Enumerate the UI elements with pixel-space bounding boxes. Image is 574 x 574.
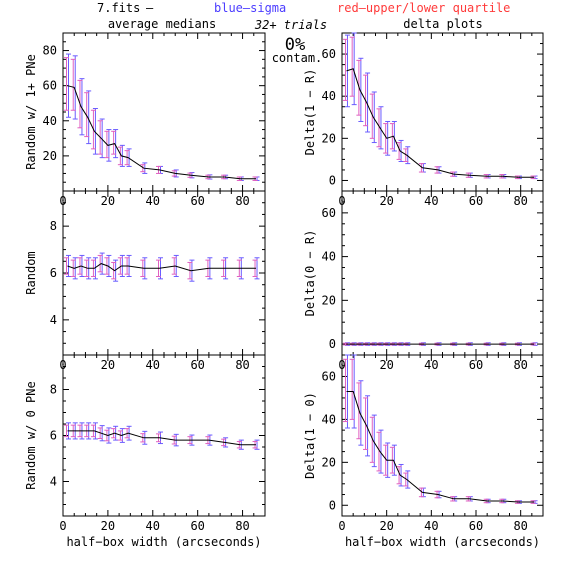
y-axis-label: Delta(1 − 0) (303, 392, 317, 479)
y-tick-label: 60 (43, 79, 57, 93)
x-tick-label: 20 (101, 194, 115, 208)
x-tick-label: 40 (146, 358, 160, 372)
x-axis-label: half−box width (arcseconds) (345, 535, 540, 549)
x-tick-label: 80 (235, 358, 249, 372)
x-tick-label: 60 (469, 194, 483, 208)
x-tick-label: 80 (235, 194, 249, 208)
x-tick-label: 60 (469, 519, 483, 533)
x-tick-label: 40 (424, 519, 438, 533)
y-tick-label: 4 (50, 475, 57, 489)
x-tick-label: 20 (101, 358, 115, 372)
y-tick-label: 0 (329, 498, 336, 512)
y-tick-label: 40 (322, 412, 336, 426)
x-tick-label: 20 (379, 519, 393, 533)
x-tick-label: 40 (146, 519, 160, 533)
y-tick-label: 80 (43, 44, 57, 58)
y-tick-label: 0 (329, 337, 336, 351)
x-tick-label: 80 (513, 519, 527, 533)
y-tick-label: 20 (43, 149, 57, 163)
y-tick-label: 20 (322, 293, 336, 307)
y-tick-label: 60 (322, 47, 336, 61)
panel-p6: 0 20 40 60 80 0 20 40 60 Delta(1 − 0) half−box wid… (303, 354, 544, 549)
x-tick-label: 40 (424, 358, 438, 372)
median-line (67, 263, 256, 272)
x-tick-label: 20 (379, 194, 393, 208)
x-tick-label: 0 (59, 519, 66, 533)
y-axis-label: Delta(0 − R) (303, 230, 317, 317)
y-tick-label: 20 (322, 455, 336, 469)
median-line (346, 391, 535, 503)
median-line (346, 68, 535, 178)
right-column-title: delta plots (403, 17, 482, 31)
median-line (67, 430, 256, 446)
median-line (67, 85, 256, 180)
x-tick-label: 40 (424, 194, 438, 208)
y-tick-label: 8 (50, 219, 57, 233)
x-tick-label: 60 (190, 194, 204, 208)
x-tick-label: 60 (190, 519, 204, 533)
y-axis-label: Random w/ 1+ PNe (24, 54, 38, 170)
y-tick-label: 40 (322, 89, 336, 103)
header-blue-label: blue–sigma (214, 1, 286, 15)
header-red-label: red–upper/lower quartile (337, 1, 510, 15)
x-tick-label: 0 (338, 519, 345, 533)
x-tick-label: 80 (235, 519, 249, 533)
y-tick-label: 6 (50, 266, 57, 280)
y-axis-label: Random w/ 0 PNe (24, 381, 38, 489)
x-tick-label: 60 (469, 358, 483, 372)
panel-p5: 0 20 40 60 80 4 6 8 Random w/ 0 PNe half−box widt… (24, 354, 266, 549)
x-axis-label: half−box width (arcseconds) (66, 535, 261, 549)
y-axis-label: Random (24, 251, 38, 294)
trials-label: 32+ trials (254, 18, 327, 32)
contam-word: contam. (272, 51, 323, 65)
y-tick-label: 60 (322, 369, 336, 383)
y-tick-label: 4 (50, 313, 57, 327)
x-tick-label: 20 (379, 358, 393, 372)
header-file: 7.fits (97, 1, 140, 15)
left-column-title: average medians (108, 17, 216, 31)
x-tick-label: 80 (513, 194, 527, 208)
x-tick-label: 80 (513, 358, 527, 372)
y-tick-label: 0 (329, 173, 336, 187)
y-tick-label: 40 (322, 250, 336, 264)
x-tick-label: 40 (146, 194, 160, 208)
y-tick-label: 20 (322, 131, 336, 145)
y-tick-label: 60 (322, 206, 336, 220)
y-axis-label: Delta(1 − R) (303, 69, 317, 156)
x-tick-label: 60 (190, 358, 204, 372)
y-tick-label: 40 (43, 114, 57, 128)
x-tick-label: 20 (101, 519, 115, 533)
y-tick-label: 6 (50, 429, 57, 443)
y-tick-label: 8 (50, 383, 57, 397)
header-dash: – (146, 1, 154, 15)
plot-frame (341, 190, 544, 356)
contam-percent: 0% (285, 35, 305, 55)
